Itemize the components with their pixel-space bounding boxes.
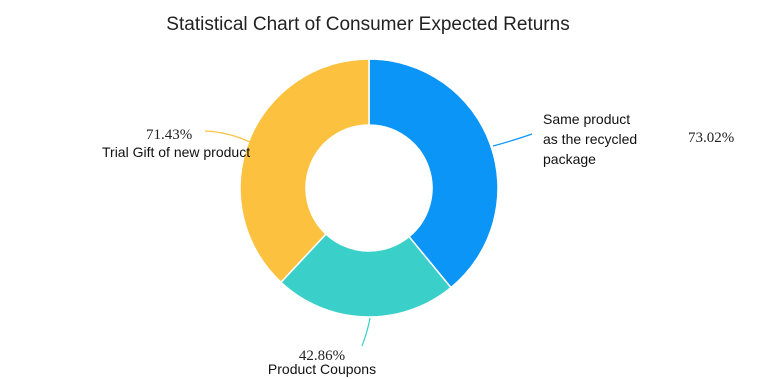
slice-percent-trial-gift-of-new-product: 71.43%: [146, 127, 192, 143]
slice-label-product-coupons: Product Coupons: [268, 361, 376, 377]
slice-label-same-product-as-the-recycled-package: Same product as the recycled package: [543, 111, 637, 167]
slice-label-trial-gift-of-new-product: Trial Gift of new product: [102, 144, 250, 160]
leader-line-same-product-as-the-recycled-package: [492, 133, 533, 147]
slice-product-coupons: [279, 232, 453, 318]
slice-percent-product-coupons: 42.86%: [299, 348, 345, 364]
leader-line-product-coupons: [361, 317, 371, 347]
leader-line-trial-gift-of-new-product: [204, 130, 251, 143]
slice-trial-gift-of-new-product: [239, 58, 370, 284]
slice-percent-same-product-as-the-recycled-package: 73.02%: [688, 130, 734, 146]
slice-same-product-as-the-recycled-package: [368, 58, 499, 289]
chart-title: Statistical Chart of Consumer Expected R…: [166, 14, 570, 35]
